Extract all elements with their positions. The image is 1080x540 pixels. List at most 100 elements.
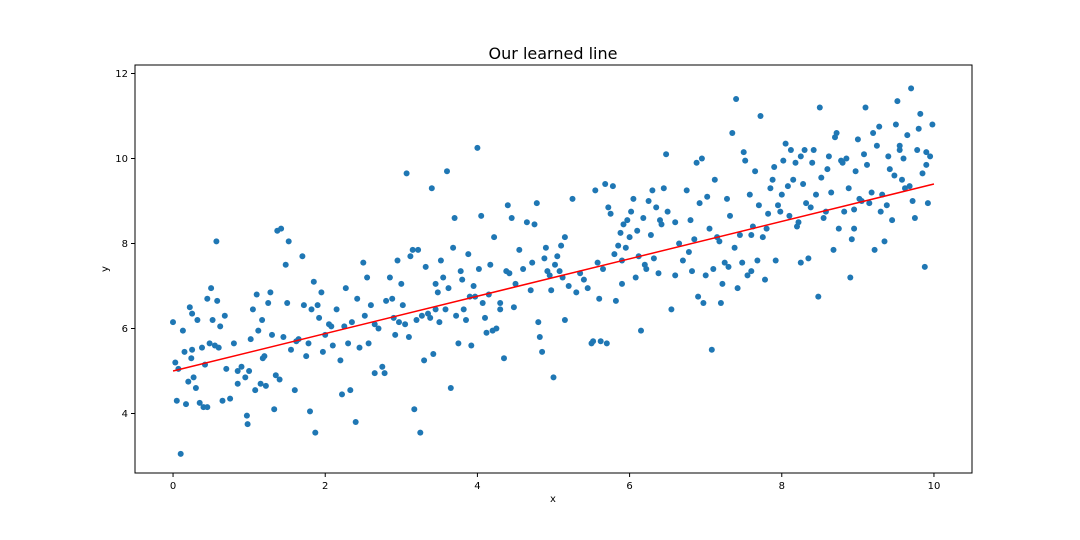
scatter-point: [399, 302, 406, 309]
scatter-point: [765, 210, 772, 217]
scatter-point: [246, 368, 253, 374]
scatter-point: [364, 274, 371, 281]
scatter-point: [708, 346, 715, 353]
scatter-point: [915, 125, 922, 132]
scatter-point: [927, 153, 934, 160]
scatter-point: [430, 351, 437, 357]
y-tick-label: 12: [115, 69, 128, 80]
scatter-point: [392, 331, 399, 338]
plot-background: [135, 65, 972, 473]
scatter-point: [917, 110, 924, 117]
scatter-point: [592, 187, 599, 194]
scatter-point: [824, 166, 831, 173]
scatter-point: [204, 404, 211, 411]
scatter-point: [310, 278, 317, 285]
scatter-point: [710, 266, 717, 272]
scatter-point: [396, 319, 402, 326]
scatter-point: [403, 170, 410, 177]
scatter-point: [626, 234, 633, 241]
scatter-point: [554, 253, 561, 260]
x-tick-label: 4: [474, 481, 480, 492]
scatter-point: [312, 429, 319, 436]
scatter-point: [896, 147, 903, 153]
scatter-point: [862, 104, 869, 111]
scatter-point: [379, 363, 386, 370]
scatter-point: [611, 251, 618, 258]
scatter-point: [542, 244, 549, 251]
scatter-point: [276, 376, 283, 383]
scatter-point: [428, 185, 435, 192]
scatter-point: [775, 202, 781, 209]
scatter-point: [267, 289, 274, 296]
scatter-point: [460, 306, 467, 313]
plot-area: [134, 64, 973, 474]
scatter-point: [531, 221, 538, 228]
scatter-point: [919, 170, 926, 177]
scatter-point: [339, 391, 345, 398]
scatter-point: [892, 121, 899, 128]
scatter-point: [914, 147, 921, 153]
scatter-point: [755, 202, 762, 209]
scatter-point: [474, 144, 481, 151]
scatter-point: [733, 96, 740, 102]
scatter-point: [739, 259, 746, 266]
scatter-point: [436, 319, 443, 326]
scatter-point: [204, 295, 211, 302]
scatter-point: [660, 185, 667, 192]
scatter-point: [269, 331, 275, 338]
y-axis-ticks: 4 6 8 10 12: [115, 69, 135, 420]
scatter-point: [541, 255, 548, 262]
scatter-point: [906, 183, 913, 190]
scatter-point: [902, 185, 908, 192]
scatter-point: [757, 113, 764, 119]
x-tick-label: 8: [779, 481, 785, 492]
scatter-point: [725, 263, 732, 270]
scatter-point: [398, 280, 405, 287]
scatter-point: [299, 253, 306, 260]
y-tick-label: 10: [115, 154, 128, 165]
scatter-point: [744, 272, 751, 279]
scatter-point: [421, 357, 428, 364]
scatter-point: [647, 232, 654, 238]
scatter-point: [181, 348, 188, 355]
scatter-point: [602, 181, 609, 187]
scatter-point: [234, 380, 241, 387]
scatter-point: [603, 340, 610, 347]
scatter-point: [257, 380, 264, 387]
scatter-point: [179, 327, 186, 334]
scatter-point: [465, 251, 472, 258]
scatter-point: [217, 323, 224, 330]
scatter-point: [552, 261, 558, 268]
scatter-point: [445, 285, 452, 292]
scatter-point: [546, 272, 553, 279]
scatter-point: [630, 195, 637, 202]
scatter-point: [596, 295, 603, 302]
scatter-point: [748, 232, 755, 238]
scatter-point: [243, 412, 250, 419]
scatter-point: [908, 85, 915, 92]
scatter-point: [272, 372, 279, 379]
scatter-point: [924, 200, 931, 207]
scatter-point: [813, 191, 819, 198]
scatter-point: [539, 348, 546, 355]
scatter-point: [835, 225, 842, 232]
scatter-point: [221, 312, 228, 319]
scatter-point: [877, 208, 884, 215]
scatter-point: [482, 314, 488, 321]
scatter-point: [188, 355, 195, 362]
scatter-point: [653, 204, 660, 211]
scatter-point: [533, 200, 540, 207]
scatter-point: [828, 189, 835, 196]
scatter-point: [291, 387, 298, 394]
scatter-point: [664, 208, 671, 215]
scatter-point: [805, 255, 812, 262]
scatter-point: [693, 159, 700, 166]
scatter-point: [440, 274, 447, 281]
scatter-point: [845, 185, 852, 192]
scatter-point: [189, 310, 196, 317]
scatter-point: [453, 312, 460, 319]
scatter-point: [527, 287, 534, 294]
scatter-point: [413, 317, 420, 323]
scatter-point: [929, 121, 936, 128]
scatter-point: [523, 219, 530, 226]
